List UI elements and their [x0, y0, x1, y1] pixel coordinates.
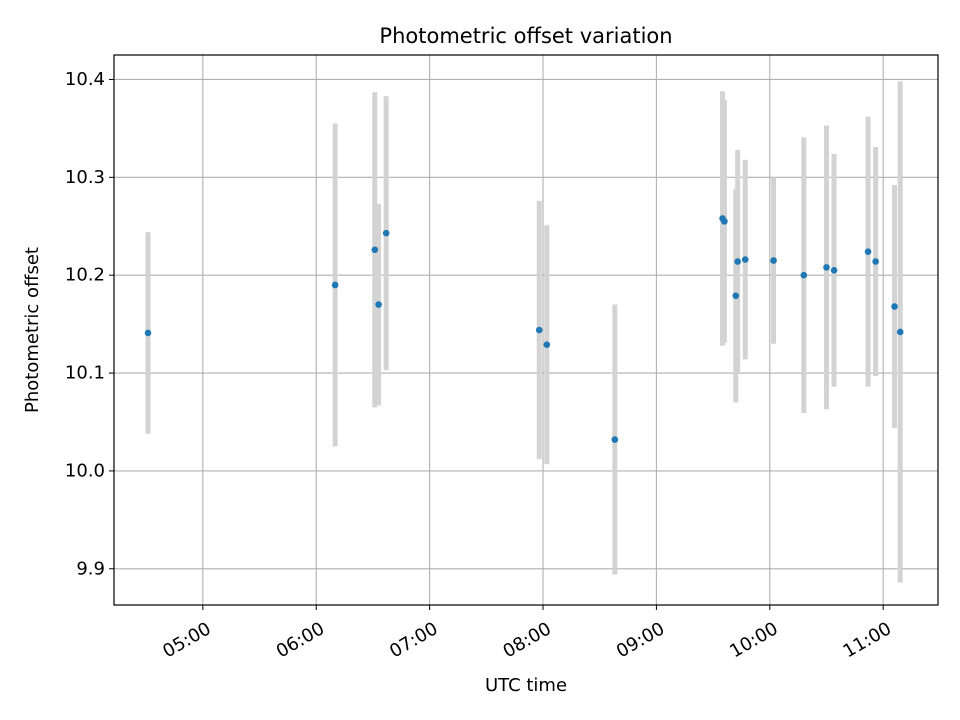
data-point	[535, 326, 543, 334]
data-point	[896, 328, 904, 336]
data-point	[830, 267, 838, 274]
y-tick-label: 10.1	[65, 363, 105, 384]
data-point	[331, 281, 339, 289]
data-point	[823, 264, 830, 271]
plot-frame	[113, 54, 939, 606]
data-point	[770, 257, 777, 264]
data-point	[382, 229, 390, 237]
data-points	[144, 215, 904, 443]
data-point	[721, 218, 728, 225]
data-point	[734, 258, 741, 265]
data-point	[872, 258, 879, 265]
data-point	[611, 436, 619, 443]
y-tick-label: 10.2	[65, 265, 105, 286]
plot-area	[114, 55, 938, 605]
data-point	[543, 341, 551, 348]
data-point	[144, 329, 152, 337]
data-point	[371, 246, 379, 254]
chart-title: Photometric offset variation	[379, 24, 672, 48]
data-point	[891, 303, 898, 310]
y-tick-label: 10.4	[65, 69, 105, 90]
data-point	[741, 256, 749, 263]
data-point	[375, 301, 382, 308]
data-point	[800, 271, 808, 279]
data-point	[732, 292, 740, 300]
y-axis-label: Photometric offset	[22, 247, 43, 413]
y-tick-label: 9.9	[76, 558, 105, 579]
data-point	[864, 248, 872, 256]
y-tick-label: 10.3	[65, 167, 105, 188]
y-tick-label: 10.0	[65, 460, 105, 481]
x-axis-label: UTC time	[485, 675, 567, 696]
